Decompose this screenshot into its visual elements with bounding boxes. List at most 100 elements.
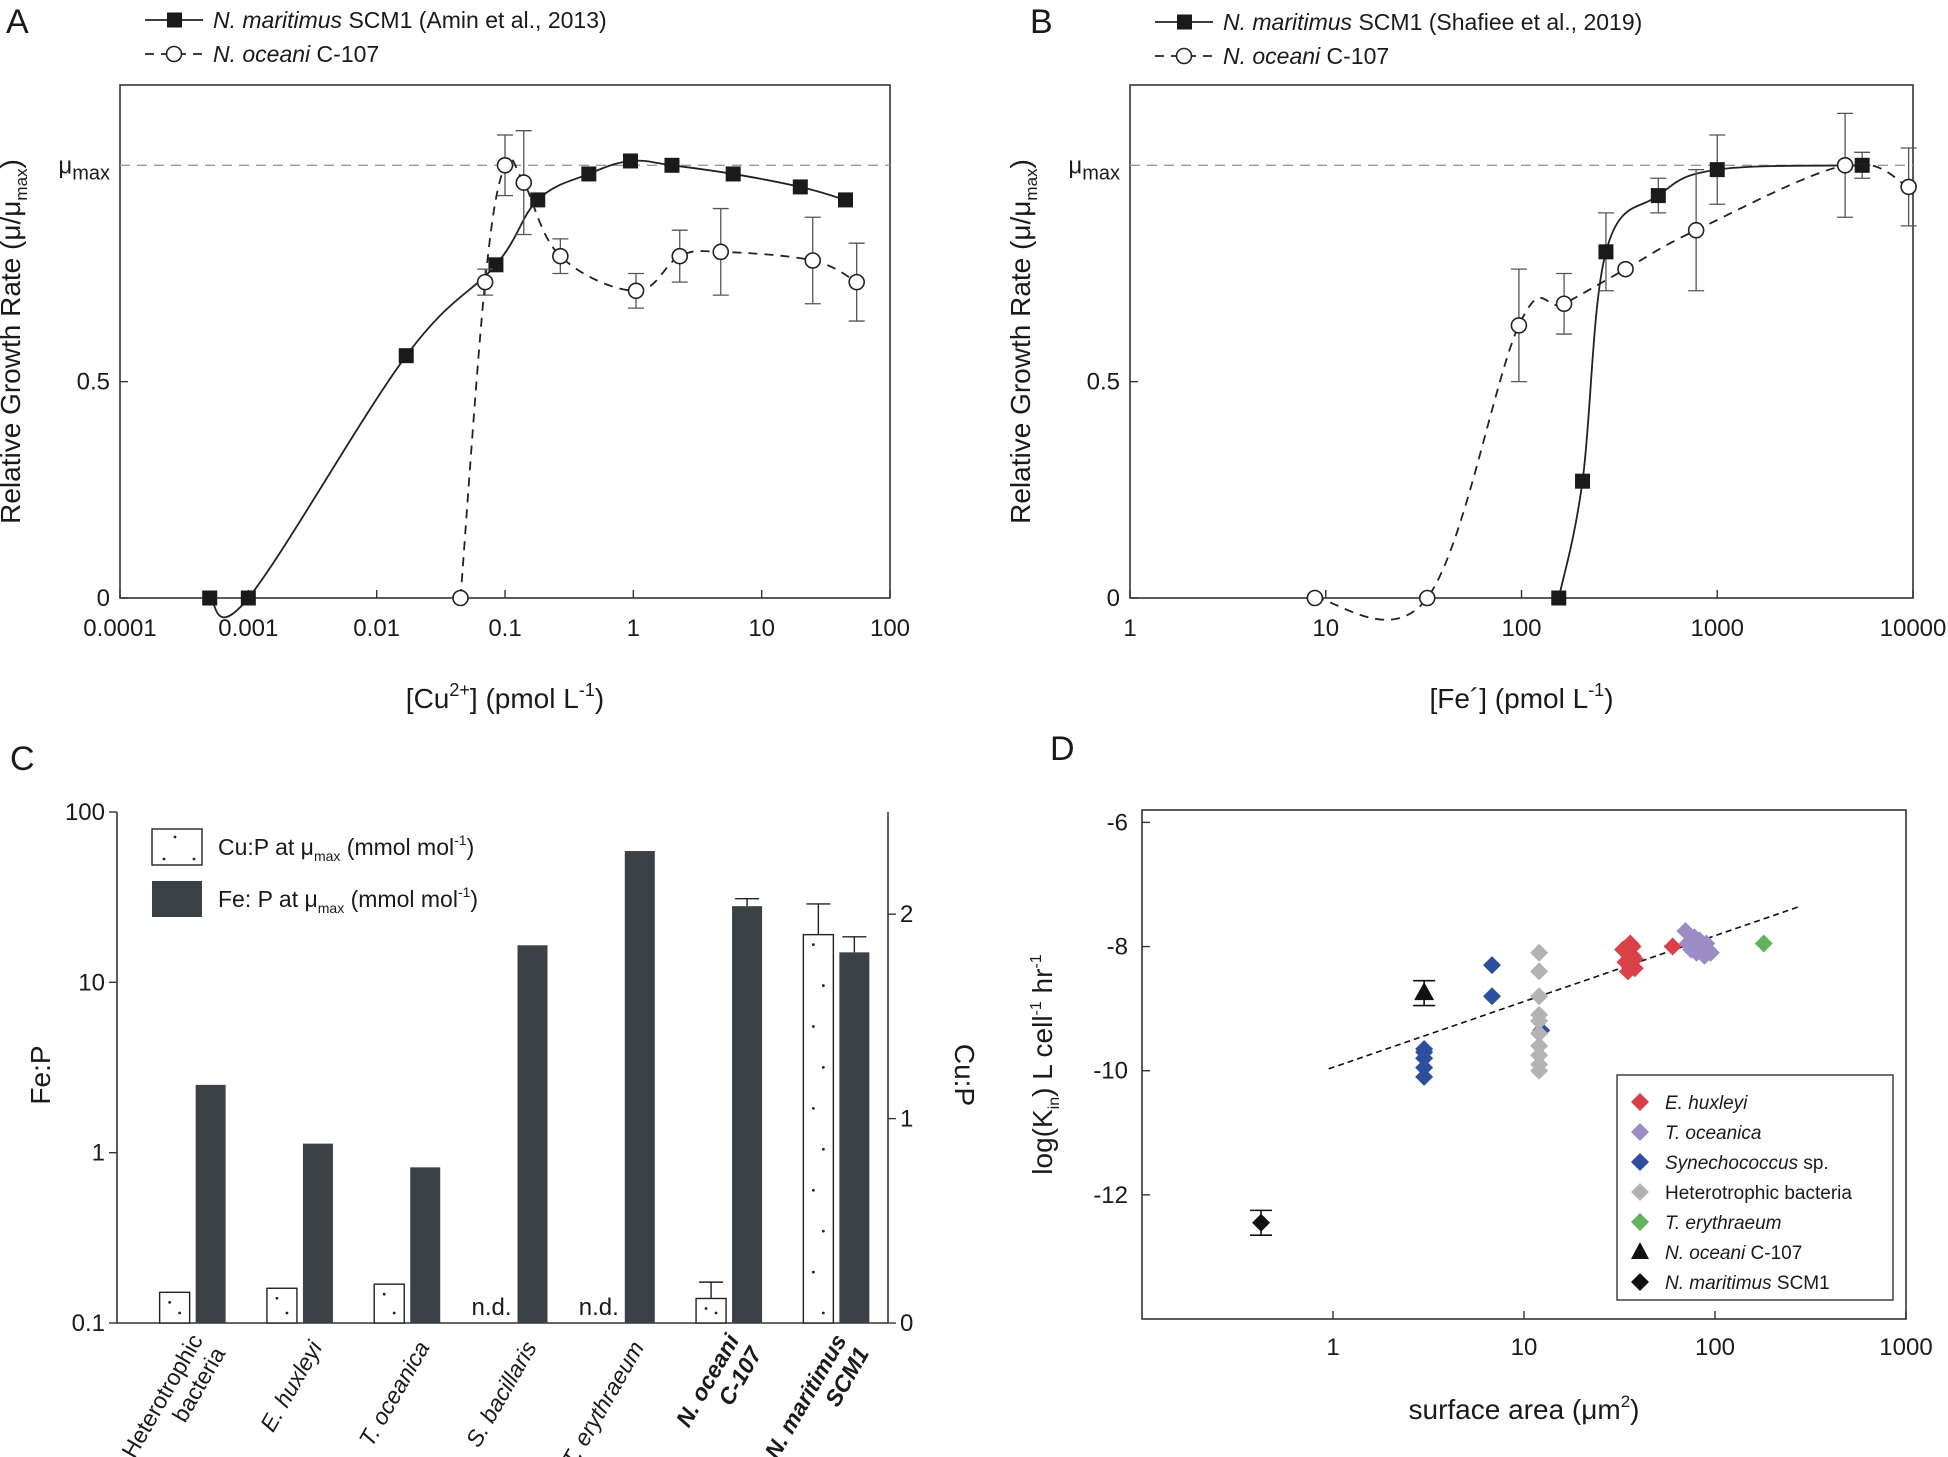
data-point-square — [725, 166, 741, 182]
legend-label: E. huxleyi — [1665, 1093, 1748, 1114]
data-point-circle — [496, 156, 514, 174]
x-tick-label: 1 — [1123, 615, 1136, 642]
legend-marker-circle — [1175, 47, 1193, 65]
x-tick-label: 1 — [627, 615, 640, 642]
bar-dot — [811, 943, 815, 947]
bar-dot — [811, 1106, 815, 1110]
data-point-diamond — [1625, 949, 1644, 968]
y-axis-title: Relative Growth Rate (μ/μmax) — [0, 159, 31, 524]
category-label: S. bacillaris — [460, 1336, 542, 1451]
right-tick-label: 1 — [900, 1106, 913, 1133]
data-point-circle — [712, 243, 730, 261]
bar-dot — [178, 1311, 182, 1315]
right-tick-label: 0 — [900, 1310, 913, 1337]
x-axis-title: surface area (μm2) — [1409, 1392, 1640, 1425]
legend-label: N. oceani C-107 — [213, 41, 379, 67]
not-determined-label: n.d. — [471, 1294, 511, 1321]
bar-fe-p — [624, 851, 655, 1323]
x-tick-label: 10 — [1511, 1334, 1538, 1361]
legend-marker-square — [1177, 14, 1192, 30]
x-tick-label: 1 — [1326, 1334, 1339, 1361]
left-tick-label: 0.1 — [72, 1310, 105, 1337]
data-point-diamond — [1623, 937, 1642, 956]
panel-d-plot: 1 10 100 1000 -6 -8 -10 -12 surface area (μm2) lo… — [1027, 809, 1933, 1425]
data-point-circle — [848, 273, 865, 291]
data-point-square — [1575, 473, 1591, 489]
mu-max-label: μmax — [1068, 152, 1120, 184]
data-point-diamond — [1625, 959, 1644, 978]
category-label: T. erythraeum — [556, 1337, 649, 1457]
bar-cu-p — [266, 1287, 298, 1324]
data-point-diamond — [1252, 1213, 1271, 1232]
x-tick-label: 10 — [748, 615, 775, 642]
data-point-circle — [515, 174, 533, 191]
bar-cu-p — [695, 1297, 727, 1324]
data-point-square — [530, 192, 546, 208]
legend-label: Heterotrophic bacteria — [1665, 1183, 1852, 1204]
left-tick-label: 10 — [78, 969, 105, 996]
data-point-diamond — [1530, 962, 1549, 981]
series-line-n-oceani — [1314, 162, 1910, 621]
data-point-square — [240, 590, 256, 606]
legend-label: N. oceani C-107 — [1665, 1243, 1802, 1264]
legend-marker-diamond — [1631, 1123, 1649, 1141]
panel-d: D 1 10 100 1000 -6 -8 -10 -12 surface area (μm2)… — [1027, 730, 1933, 1425]
data-point-square — [792, 179, 808, 195]
legend-marker-triangle — [1631, 1242, 1649, 1259]
x-tick-label: 10 — [1312, 615, 1339, 642]
panel-c: C 0.1 1 10 100 0 1 2 Fe:P Cu:P Heterotrophicbacte… — [10, 740, 980, 1457]
data-point-circle — [552, 247, 569, 265]
bar-fe-p — [195, 1084, 226, 1323]
panel-c-letter: C — [10, 740, 35, 778]
data-point-diamond — [1530, 1046, 1549, 1065]
legend-marker-diamond — [1631, 1093, 1649, 1111]
data-point-diamond — [1530, 1061, 1549, 1080]
x-tick-label: 1000 — [1691, 615, 1744, 642]
data-point-circle — [671, 247, 689, 265]
x-tick-label: 0.001 — [218, 615, 278, 642]
data-point-diamond — [1415, 1067, 1434, 1086]
legend-marker-diamond — [1631, 1213, 1649, 1231]
bar-dot — [821, 1147, 825, 1151]
y-tick-label: 0.5 — [77, 369, 110, 396]
legend-marker-square — [167, 12, 182, 28]
legend-marker-diamond — [1631, 1153, 1649, 1171]
bar-fe-p — [732, 906, 763, 1323]
not-determined-label: n.d. — [579, 1294, 619, 1321]
legend-marker-circle — [165, 45, 183, 63]
legend-label: N. oceani C-107 — [1223, 43, 1389, 69]
data-point-circle — [452, 589, 469, 607]
legend-label: N. maritimus SCM1 (Shafiee et al., 2019) — [1223, 9, 1642, 35]
data-point-diamond — [1530, 1036, 1549, 1055]
category-label: T. oceanica — [354, 1337, 435, 1451]
legend-swatch-dot — [192, 857, 196, 861]
bar-dot — [704, 1307, 708, 1310]
data-point-circle — [1418, 589, 1436, 607]
bar-dot — [714, 1311, 718, 1315]
data-point-circle — [1900, 178, 1917, 196]
bar-dot — [811, 1025, 815, 1028]
data-point-triangle — [1414, 982, 1435, 1001]
data-point-circle — [1510, 317, 1528, 334]
data-point-square — [1650, 188, 1666, 204]
y-tick-label: -8 — [1107, 934, 1128, 961]
bar-dot — [821, 1066, 825, 1069]
data-point-circle — [476, 273, 494, 291]
data-point-square — [581, 166, 597, 182]
legend-label: Fe: P at μmax (mmol mol-1) — [218, 884, 478, 916]
data-point-circle — [804, 252, 822, 269]
data-point-square — [837, 192, 853, 208]
series-line-n-maritimus — [209, 159, 846, 619]
data-point-circle — [627, 282, 645, 300]
series-line-n-oceani — [459, 157, 858, 599]
bar-fe-p — [410, 1167, 441, 1323]
bar-fe-p — [302, 1143, 333, 1323]
x-tick-label: 100 — [1501, 615, 1541, 642]
bar-dot — [168, 1300, 172, 1304]
bar-cu-p — [802, 933, 835, 1324]
panel-b-plot-frame — [1129, 84, 1914, 599]
legend-box — [1616, 1074, 1894, 1301]
bar-dot — [382, 1292, 386, 1296]
bar-dot — [821, 1229, 825, 1233]
bar-dot — [821, 984, 825, 987]
